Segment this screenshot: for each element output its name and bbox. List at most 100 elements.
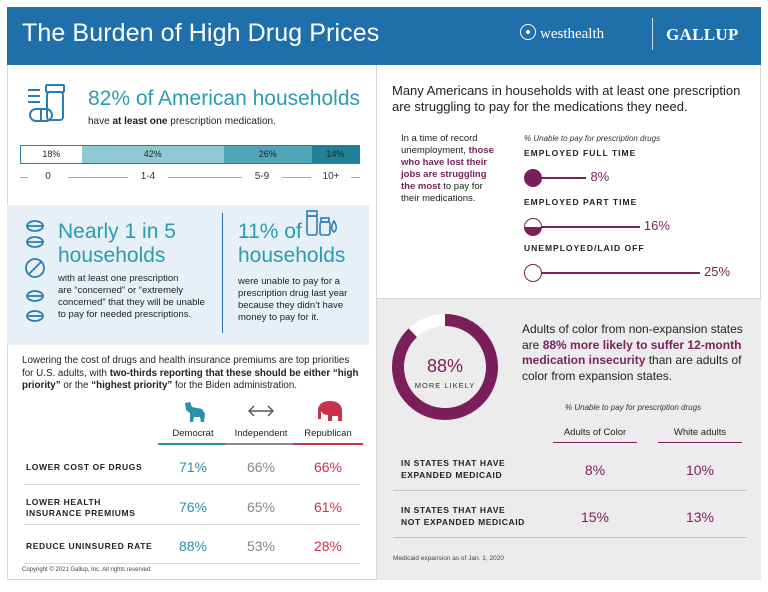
prescription-headline: 82% of American households [88,87,361,110]
copyright: Copyright © 2021 Gallup, Inc. All rights… [22,567,152,573]
donut-label: MORE LIKELY [414,381,476,390]
employment-headline-line2: are struggling to pay for the medication… [392,99,688,114]
medicaid-value: 10% [685,462,715,478]
concern-headline-line2: households [58,244,166,267]
priority-value: 66% [246,459,276,475]
party-column-underline [226,443,296,445]
employment-label: EMPLOYED FULL TIME [524,148,637,158]
employment-label: EMPLOYED PART TIME [524,197,638,207]
priorities-intro-line1: Lowering the cost of drugs and health in… [22,355,350,366]
medicaid-column-underline [658,442,742,443]
donut-arc [392,314,498,420]
employment-text-line1: In a time of record [401,133,478,144]
medicaid-text: Adults of color from non-expansion state… [522,322,758,384]
emp-bold3: who have lost their [401,157,488,168]
emp-bold5: the most [401,181,441,192]
employment-text-line4: jobs are struggling [401,169,499,181]
party-column-header: Independent [234,428,288,439]
priorities-intro-line2: for U.S. adults, with two-thirds reporti… [22,368,372,381]
medicaid-text-line3: medication insecurity than are adults of [522,353,758,369]
right-top-panel [377,65,761,299]
concern-headline-line1: Nearly 1 in 5 [58,220,176,243]
employment-percent: 25% [704,264,731,279]
unable-body-line1: were unable to pay for a [238,276,340,287]
medicaid-panel [377,299,761,580]
distribution-range-label: 1-4 [128,171,168,182]
donut-percent: 88% [426,356,464,376]
employment-line [533,226,640,228]
intro-bold2: “highest priority” [91,380,173,391]
medicaid-value: 13% [685,509,715,525]
priority-value: 53% [246,538,276,554]
employment-text: In a time of record unemployment, those … [401,133,499,205]
medicaid-column-header: Adults of Color [563,427,627,438]
distribution-range-label: 5-9 [242,171,282,182]
med-bold3: medication insecurity [522,353,646,367]
gallup-logo: GALLUP [666,25,739,44]
priority-value: 66% [313,459,343,475]
medicaid-row-label: IN STATES THAT HAVE [401,505,506,515]
distribution-segment: 42% [81,146,224,163]
employment-label: UNEMPLOYED/LAID OFF [524,243,645,253]
concern-panel [7,205,369,345]
priorities-intro-line3: priority” or the “highest priority” for … [22,380,372,393]
unable-body: were unable to pay for a prescription dr… [238,276,366,324]
distribution-range-label: 0 [28,171,68,182]
unable-body-line3: because they didn’t have [238,300,344,311]
medicaid-column-header: White adults [673,427,727,438]
westhealth-logo: westhealth [540,26,605,42]
independent-arrows-icon [248,405,274,417]
intro-prefix: for U.S. adults, with [22,367,107,379]
employment-percent: 16% [643,218,670,233]
westhealth-logo-icon [520,24,536,40]
employment-line [533,177,587,179]
medicaid-value: 8% [584,462,606,478]
priority-value: 88% [178,538,208,554]
priority-row-label: LOWER HEALTH [26,497,102,507]
medicaid-row-divider [393,490,747,491]
sub-prefix: have [88,116,110,127]
priority-value: 65% [246,499,276,515]
prescription-subtext: have at least one prescription medicatio… [88,116,276,127]
unable-headline-line2: households [238,244,346,267]
employment-text-line3: who have lost their [401,157,499,169]
party-column-header: Republican [304,428,352,439]
republican-elephant-icon [318,401,342,421]
intro-mid: or the [63,380,89,391]
employment-line [533,272,700,274]
sub-suffix: prescription medication. [170,116,276,127]
medicaid-row-divider [393,537,747,538]
pill-stack-icon [25,220,45,322]
medicaid-text-line4: color from expansion states. [522,368,673,383]
concern-divider [222,213,223,333]
priority-value: 61% [313,499,343,515]
intro-bold1: priority” [22,380,61,391]
employment-dot [524,264,542,282]
medicaid-text-line1: Adults of color from non-expansion state… [522,322,743,336]
employment-text-line5: the most to pay for [401,181,499,193]
priority-row-divider [24,484,360,485]
medicaid-row-label-line2: NOT EXPANDED MEDICAID [401,517,525,527]
priority-row-label-line2: INSURANCE PREMIUMS [26,508,136,518]
med-suffix: than are adults of [648,353,742,367]
distribution-bar-outline [20,145,360,164]
distribution-axis-line [20,177,360,178]
employment-headline: Many Americans in households with at lea… [392,83,752,115]
concern-body-line3: concerned” that they will be unable [58,297,205,308]
emp-plain5: to pay for [443,181,483,192]
medicaid-footnote: Medicaid expansion as of Jan. 1, 2020 [393,555,504,562]
priority-row-label: REDUCE UNINSURED RATE [26,541,153,551]
priority-value: 71% [178,459,208,475]
party-column-underline [293,443,363,445]
concern-body-line4: to pay for needed prescriptions. [58,309,192,320]
westhealth-logo-dot [526,30,530,34]
medicaid-row-label-line2: EXPANDED MEDICAID [401,470,503,480]
party-column-header: Democrat [172,428,214,439]
priority-row-label: LOWER COST OF DRUGS [26,462,143,472]
employment-dot [524,218,542,236]
priority-value: 76% [178,499,208,515]
intro-bold: two-thirds reporting that these should b… [109,367,359,379]
med-prefix: are [522,337,540,352]
emp-bold: those [468,145,494,156]
distribution-segment: 14% [311,146,359,163]
